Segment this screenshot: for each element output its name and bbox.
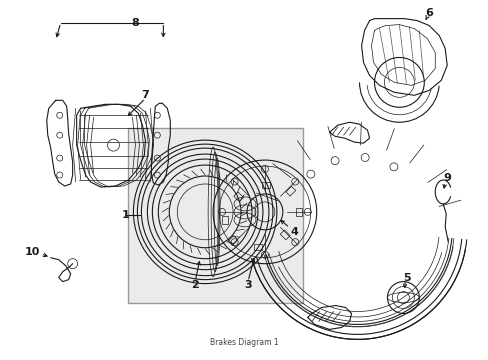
Text: 6: 6	[425, 8, 432, 18]
Text: 3: 3	[244, 280, 251, 289]
Bar	[128, 128, 302, 302]
Text: 10: 10	[25, 247, 41, 257]
Bar	[295, 208, 301, 216]
Text: 2: 2	[191, 280, 199, 289]
Bar	[222, 216, 227, 224]
Text: 7: 7	[141, 90, 149, 100]
Bar	[285, 186, 295, 196]
Bar	[233, 192, 243, 202]
Text: 1: 1	[122, 210, 129, 220]
Text: 4: 4	[290, 227, 298, 237]
Text: 5: 5	[403, 273, 410, 283]
Text: 9: 9	[442, 173, 450, 183]
Bar	[262, 182, 269, 188]
Text: Brakes Diagram 1: Brakes Diagram 1	[209, 338, 278, 347]
Bar	[228, 235, 238, 246]
Bar	[280, 230, 289, 240]
Text: 8: 8	[131, 18, 139, 28]
Bar	[253, 244, 262, 250]
